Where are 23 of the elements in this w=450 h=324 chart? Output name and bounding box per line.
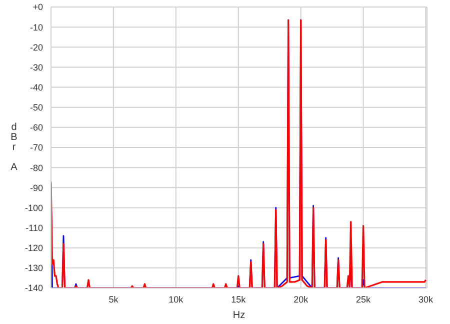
- y-tick-label: -60: [30, 122, 43, 133]
- y-tick-label: -110: [26, 222, 43, 233]
- x-tick-label: 25k: [356, 294, 372, 304]
- y-tick-label: -70: [30, 142, 43, 153]
- x-tick-label: 10k: [168, 294, 184, 304]
- y-tick-label: -90: [30, 182, 43, 193]
- y-tick-label: -130: [24, 263, 43, 274]
- y-tick-label: -80: [30, 162, 43, 173]
- y-axis-title: dBr A: [10, 122, 18, 173]
- y-tick-label: -30: [30, 62, 43, 72]
- x-tick-label: 5k: [108, 294, 119, 304]
- y-tick-label: -20: [30, 42, 43, 52]
- x-tick-label: 30k: [418, 294, 434, 304]
- y-tick-label: -100: [24, 202, 43, 213]
- y-tick-label: -40: [30, 82, 43, 92]
- y-tick-label: -140: [24, 283, 43, 294]
- y-tick-label: -120: [24, 243, 43, 254]
- x-tick-label: 15k: [231, 294, 246, 304]
- x-axis-title: Hz: [232, 310, 246, 321]
- y-tick-label: -10: [30, 22, 43, 32]
- y-tick-label: -50: [30, 102, 43, 113]
- x-tick-label: 20k: [294, 294, 309, 304]
- y-tick-label: +0: [32, 2, 43, 12]
